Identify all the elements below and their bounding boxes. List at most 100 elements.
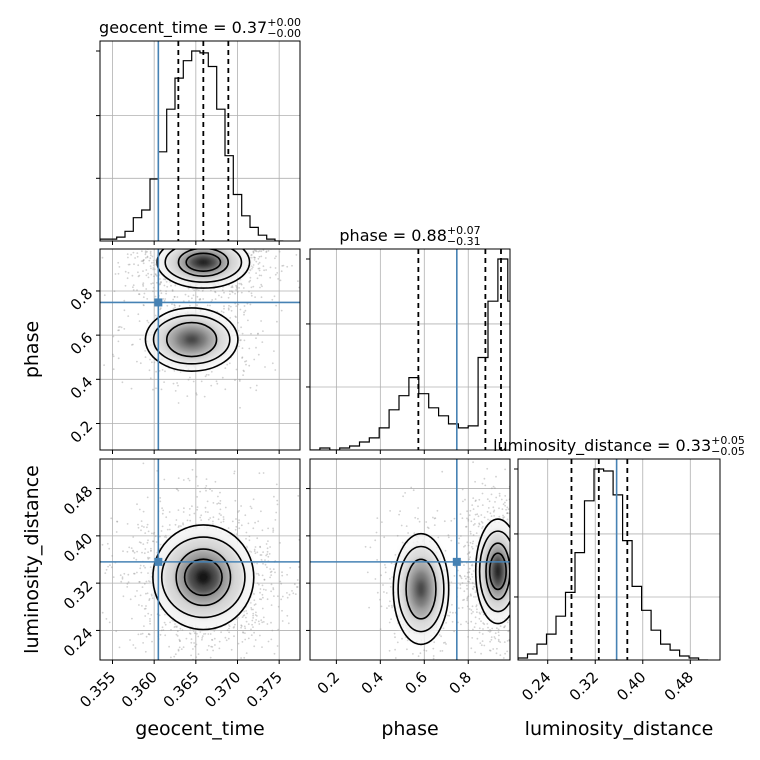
scatter-point xyxy=(364,545,367,548)
scatter-point xyxy=(130,387,133,390)
scatter-point xyxy=(477,525,480,528)
scatter-point xyxy=(195,656,198,659)
scatter-point xyxy=(291,590,293,592)
scatter-point xyxy=(450,520,453,522)
scatter-point xyxy=(250,628,252,631)
scatter-point xyxy=(274,267,277,269)
scatter-point xyxy=(491,627,494,630)
scatter-point xyxy=(212,649,215,652)
scatter-point xyxy=(138,581,141,583)
scatter-point xyxy=(183,237,185,239)
scatter-point xyxy=(512,567,514,569)
scatter-point xyxy=(407,532,409,534)
scatter-point xyxy=(297,280,299,282)
scatter-point xyxy=(504,504,506,507)
scatter-point xyxy=(214,290,216,293)
scatter-point xyxy=(478,611,481,614)
scatter-point xyxy=(492,485,495,488)
scatter-point xyxy=(453,630,455,633)
scatter-point xyxy=(266,547,269,550)
scatter-point xyxy=(231,285,234,287)
scatter-point xyxy=(130,547,133,549)
scatter-point xyxy=(408,669,410,671)
scatter-point xyxy=(229,290,231,293)
scatter-point xyxy=(200,380,203,383)
scatter-point xyxy=(502,514,504,517)
scatter-point xyxy=(514,638,516,640)
scatter-point xyxy=(277,595,279,598)
scatter-point xyxy=(148,369,151,372)
scatter-point xyxy=(512,544,514,546)
scatter-point xyxy=(262,472,265,474)
scatter-point xyxy=(115,531,118,533)
scatter-point xyxy=(473,596,475,598)
scatter-point xyxy=(471,576,474,578)
scatter-point xyxy=(220,631,223,634)
scatter-point xyxy=(145,288,148,290)
scatter-point xyxy=(202,242,204,244)
scatter-point xyxy=(472,628,474,631)
scatter-point xyxy=(234,292,237,295)
scatter-point xyxy=(489,640,491,643)
scatter-point xyxy=(476,513,479,516)
scatter-point xyxy=(234,623,236,626)
scatter-point xyxy=(246,237,248,239)
scatter-point xyxy=(276,320,278,323)
scatter-point xyxy=(229,317,232,319)
scatter-point xyxy=(272,568,275,571)
scatter-point xyxy=(238,510,241,512)
scatter-point xyxy=(218,647,221,650)
scatter-point xyxy=(511,623,513,625)
scatter-point xyxy=(413,663,415,665)
scatter-point xyxy=(245,360,248,362)
scatter-point xyxy=(117,329,119,332)
scatter-point xyxy=(237,616,240,619)
panel-frame xyxy=(309,458,511,661)
scatter-point xyxy=(230,231,232,233)
scatter-point xyxy=(143,625,145,627)
scatter-point xyxy=(249,236,251,238)
scatter-point xyxy=(227,308,230,311)
scatter-point xyxy=(269,576,271,579)
scatter-point xyxy=(477,505,479,508)
scatter-point xyxy=(164,278,167,281)
scatter-point xyxy=(466,553,469,555)
scatter-point xyxy=(123,572,126,575)
scatter-point xyxy=(186,236,188,238)
scatter-point xyxy=(252,617,255,619)
scatter-point xyxy=(515,579,517,581)
scatter-point xyxy=(293,583,296,586)
scatter-point xyxy=(487,507,490,509)
scatter-point xyxy=(239,339,242,342)
x-tick-label: 0.8 xyxy=(445,668,475,698)
scatter-point xyxy=(473,626,476,628)
scatter-point xyxy=(158,370,161,372)
scatter-point xyxy=(159,278,161,280)
scatter-point xyxy=(139,242,141,244)
scatter-point xyxy=(206,663,208,665)
scatter-point xyxy=(217,243,219,245)
scatter-point xyxy=(482,622,485,624)
scatter-point xyxy=(423,701,425,703)
scatter-point xyxy=(180,225,182,227)
scatter-point xyxy=(121,576,124,579)
scatter-point xyxy=(219,243,221,245)
scatter-point xyxy=(227,637,230,640)
scatter-point xyxy=(252,236,254,238)
scatter-point xyxy=(237,303,240,306)
scatter-point xyxy=(214,246,216,248)
scatter-point xyxy=(187,287,190,290)
x-axis-label-phase: phase xyxy=(381,718,438,740)
scatter-point xyxy=(519,598,521,600)
scatter-point xyxy=(174,678,176,680)
x-tick-label: 0.375 xyxy=(243,668,286,711)
scatter-point xyxy=(187,246,189,248)
scatter-point xyxy=(274,236,276,238)
scatter-point xyxy=(190,641,193,644)
scatter-point xyxy=(480,644,483,647)
scatter-point xyxy=(263,579,266,581)
scatter-point xyxy=(379,598,381,601)
scatter-point xyxy=(466,599,469,602)
scatter-point xyxy=(254,621,256,624)
contour-line xyxy=(175,548,232,607)
